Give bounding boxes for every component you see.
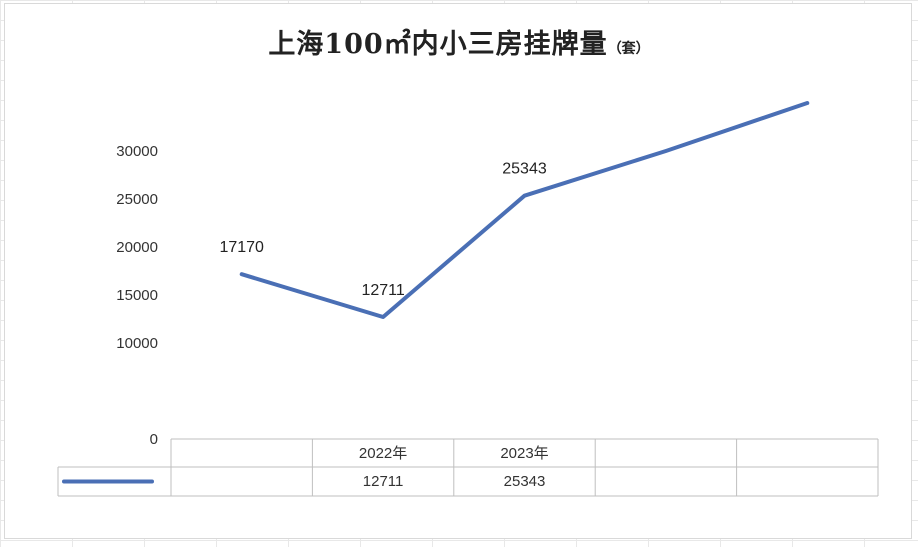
- data-point: [523, 194, 527, 198]
- data-point: [805, 101, 809, 105]
- data-label: 25343: [502, 161, 547, 178]
- x-category-label: 2022年: [359, 445, 407, 462]
- series-line: [239, 101, 810, 319]
- data-label: 12711: [361, 282, 404, 299]
- chart-title: 上海100㎡内小三房挂牌量（套）: [5, 22, 913, 61]
- y-tick-label: 30000: [116, 143, 158, 160]
- chart-title-text: 上海100㎡内小三房挂牌量: [268, 29, 608, 60]
- data-point: [381, 315, 385, 319]
- y-tick-label: 0: [150, 431, 158, 448]
- table-value: 12711: [363, 473, 404, 490]
- y-tick-label: 20000: [116, 239, 158, 256]
- y-tick-label: 10000: [116, 335, 158, 352]
- chart-area[interactable]: 上海100㎡内小三房挂牌量（套）: [4, 3, 912, 539]
- x-category-label: 2023年: [500, 445, 548, 462]
- y-tick-label: 25000: [116, 191, 158, 208]
- data-point: [240, 272, 244, 276]
- data-label: 17170: [219, 239, 264, 256]
- data-point: [664, 149, 668, 153]
- y-tick-label: 15000: [116, 287, 158, 304]
- table-value: 25343: [504, 473, 546, 490]
- chart-title-unit: （套）: [607, 41, 650, 57]
